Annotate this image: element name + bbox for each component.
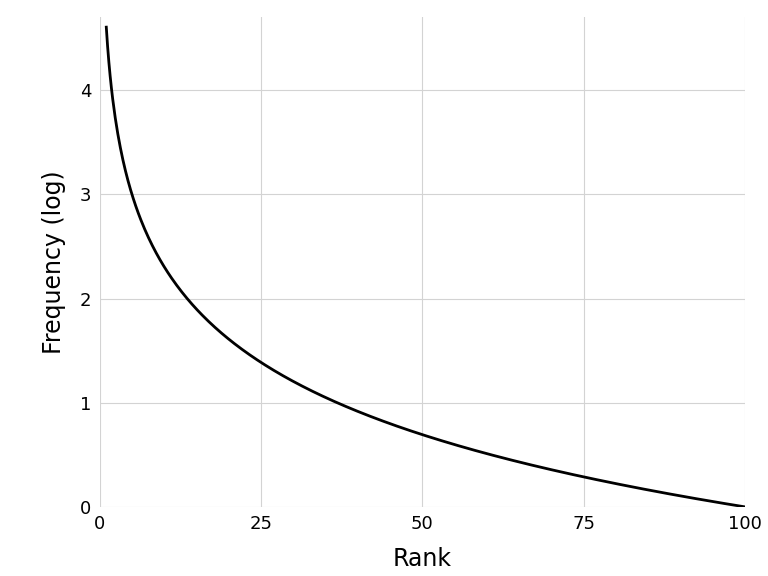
X-axis label: Rank: Rank xyxy=(393,547,452,571)
Y-axis label: Frequency (log): Frequency (log) xyxy=(42,170,66,354)
